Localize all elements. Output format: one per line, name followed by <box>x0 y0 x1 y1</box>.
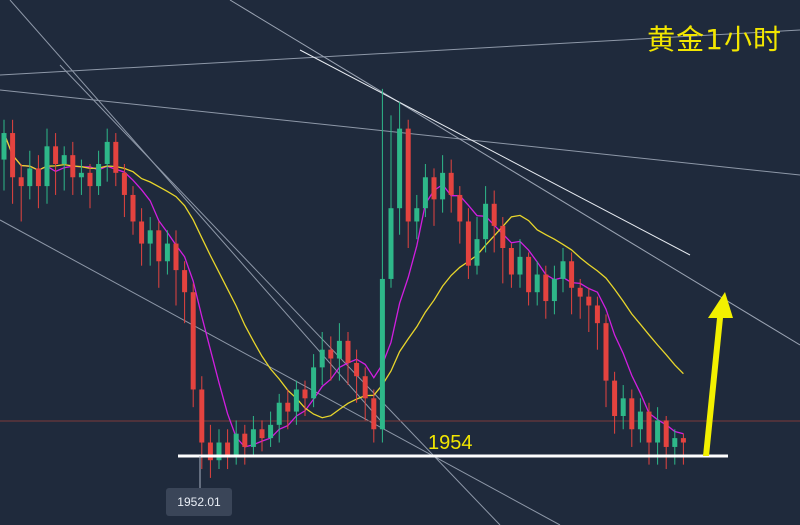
candle-23 <box>199 376 205 470</box>
candle-30 <box>259 420 265 452</box>
candle-18 <box>156 221 162 288</box>
candle-40 <box>345 332 351 386</box>
candle-39 <box>336 323 342 381</box>
candle-47 <box>405 119 411 248</box>
candle-57 <box>491 190 497 253</box>
candle-7 <box>61 146 67 191</box>
trendline-3 <box>0 29 800 76</box>
candle-8 <box>70 141 76 195</box>
candle-14 <box>121 164 127 218</box>
price-tag: 1952.01 <box>166 488 232 516</box>
candle-66 <box>569 252 575 315</box>
candle-3 <box>27 150 33 200</box>
candle-45 <box>388 115 394 288</box>
candle-26 <box>225 429 231 470</box>
candle-48 <box>414 194 420 240</box>
candles <box>1 88 686 478</box>
candle-73 <box>629 389 635 447</box>
candle-46 <box>397 102 403 235</box>
chart-title: 黄金1小时 <box>647 23 782 56</box>
candle-19 <box>164 230 170 275</box>
candle-15 <box>130 186 136 235</box>
candle-69 <box>594 296 600 350</box>
candle-35 <box>302 380 308 416</box>
candle-51 <box>440 155 446 213</box>
trendline-1 <box>0 219 561 525</box>
candle-37 <box>319 332 325 386</box>
ma-slow-line <box>3 132 684 419</box>
candle-44 <box>379 88 385 443</box>
candle-72 <box>620 385 626 430</box>
candle-38 <box>328 336 334 381</box>
candle-24 <box>207 424 213 478</box>
candle-71 <box>612 371 618 434</box>
candle-54 <box>465 208 471 279</box>
candle-33 <box>285 389 291 430</box>
candle-75 <box>646 402 652 465</box>
trendline-4 <box>229 0 800 346</box>
support-level-label: 1954 <box>428 432 473 454</box>
candle-52 <box>448 159 454 213</box>
candle-61 <box>526 252 532 306</box>
candle-20 <box>173 230 179 306</box>
candle-53 <box>457 186 463 244</box>
candle-6 <box>53 133 59 195</box>
candle-62 <box>534 261 540 306</box>
candle-28 <box>242 424 248 465</box>
candle-49 <box>422 164 428 218</box>
candle-21 <box>182 261 188 324</box>
candle-34 <box>293 380 299 425</box>
candle-63 <box>543 265 549 319</box>
candle-77 <box>663 416 669 470</box>
candle-0 <box>1 119 7 191</box>
candle-78 <box>672 429 678 465</box>
candle-27 <box>233 420 239 465</box>
candle-58 <box>500 217 506 284</box>
candle-10 <box>87 164 93 209</box>
candle-60 <box>517 239 523 288</box>
up-arrow <box>703 292 733 456</box>
candle-29 <box>250 416 256 456</box>
candle-36 <box>311 354 317 408</box>
candle-65 <box>560 248 566 293</box>
candle-56 <box>483 186 489 253</box>
trendline-5 <box>299 49 691 256</box>
candle-68 <box>586 287 592 332</box>
candle-1 <box>10 119 16 204</box>
candle-12 <box>104 128 110 182</box>
candle-64 <box>551 265 557 315</box>
candle-17 <box>147 217 153 266</box>
candle-42 <box>362 367 368 421</box>
candle-55 <box>474 217 480 275</box>
candle-43 <box>371 389 377 443</box>
candle-41 <box>354 349 360 403</box>
candle-11 <box>96 150 102 195</box>
candle-32 <box>276 393 282 443</box>
candle-25 <box>216 429 222 470</box>
candle-79 <box>680 433 686 465</box>
candle-59 <box>508 243 514 288</box>
candle-2 <box>18 164 24 222</box>
candle-9 <box>78 159 84 195</box>
candle-5 <box>44 128 50 204</box>
candle-4 <box>35 155 41 209</box>
candle-74 <box>637 398 643 443</box>
trendline-0 <box>9 0 381 421</box>
candle-50 <box>431 168 437 226</box>
candle-22 <box>190 283 196 408</box>
candle-13 <box>113 133 119 187</box>
trendline-6 <box>59 64 501 525</box>
candle-67 <box>577 278 583 319</box>
candle-70 <box>603 314 609 408</box>
candle-16 <box>139 208 145 266</box>
candle-31 <box>268 411 274 447</box>
